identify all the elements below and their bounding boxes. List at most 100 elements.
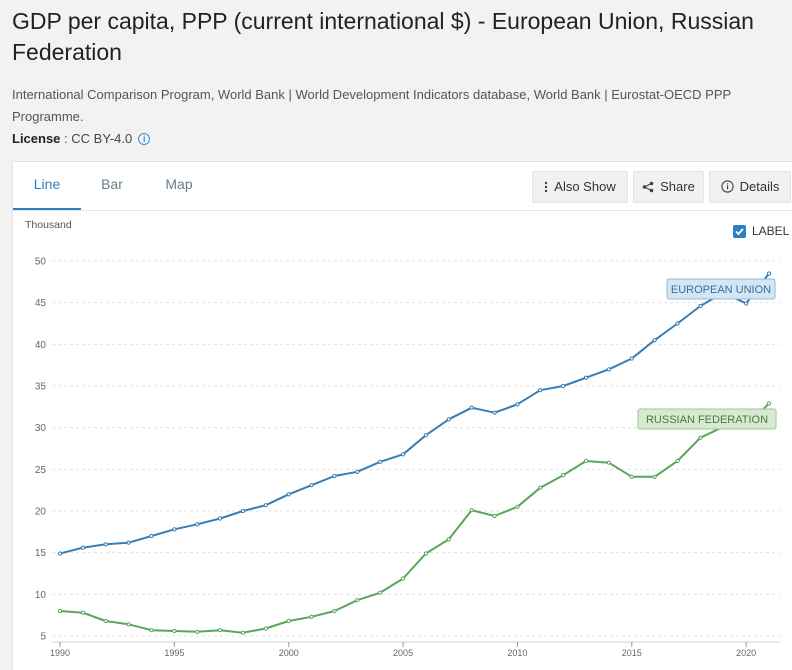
y-tick-label: 35 — [35, 382, 47, 393]
data-point[interactable] — [423, 433, 429, 438]
data-point[interactable] — [698, 435, 703, 440]
data-point[interactable] — [286, 618, 291, 624]
series-label-russian-federation: RUSSIAN FEDERATION — [646, 414, 768, 426]
data-point[interactable] — [217, 516, 223, 521]
data-point[interactable] — [378, 459, 383, 464]
series-line-russian-federation — [59, 402, 770, 634]
data-point[interactable] — [263, 626, 268, 631]
y-tick-label: 25 — [35, 465, 47, 476]
series-label-european-union-box — [666, 278, 776, 300]
license-info: License : CC BY-4.0 i — [12, 129, 151, 149]
x-tick-label: 2010 — [507, 648, 527, 658]
data-point[interactable] — [446, 537, 451, 542]
share-button[interactable]: Share — [633, 171, 704, 203]
data-point[interactable] — [446, 417, 451, 422]
share-label: Share — [660, 179, 695, 194]
data-point[interactable] — [561, 383, 566, 389]
data-point[interactable] — [355, 598, 360, 603]
data-point[interactable] — [103, 618, 108, 624]
y-tick-label: 40 — [35, 340, 47, 351]
y-tick-label: 20 — [35, 507, 47, 518]
data-point[interactable] — [332, 473, 337, 479]
data-point[interactable] — [286, 492, 291, 497]
data-point[interactable] — [126, 540, 131, 545]
data-point[interactable] — [652, 474, 657, 479]
data-point[interactable] — [378, 590, 383, 595]
data-point[interactable] — [172, 527, 177, 532]
data-point[interactable] — [172, 628, 177, 634]
details-button[interactable]: Details — [709, 171, 791, 203]
data-point[interactable] — [126, 622, 131, 627]
data-point[interactable] — [400, 452, 406, 457]
data-point[interactable] — [103, 542, 108, 547]
info-icon[interactable]: i — [138, 133, 151, 145]
y-tick-label: 30 — [35, 423, 47, 434]
data-point[interactable] — [149, 533, 154, 539]
y-tick-label: 50 — [35, 257, 47, 268]
chart-type-tabs: Line Bar Map Also Show Share Details — [13, 162, 792, 211]
data-point[interactable] — [57, 551, 63, 556]
data-point[interactable] — [629, 474, 634, 479]
label-toggle[interactable]: LABEL — [733, 224, 789, 238]
data-point[interactable] — [744, 301, 749, 306]
data-point[interactable] — [698, 303, 703, 309]
data-point[interactable] — [561, 473, 566, 478]
data-point[interactable] — [606, 367, 612, 372]
data-point[interactable] — [538, 388, 543, 393]
tab-map[interactable]: Map — [165, 176, 193, 192]
data-point[interactable] — [492, 410, 497, 415]
more-vertical-icon — [545, 181, 548, 193]
data-point[interactable] — [515, 402, 520, 407]
data-point[interactable] — [195, 629, 200, 634]
x-tick-label: 2000 — [279, 648, 299, 658]
series-line-european-union — [59, 272, 770, 555]
data-point[interactable] — [652, 338, 657, 343]
data-point[interactable] — [309, 483, 314, 488]
data-point[interactable] — [629, 356, 634, 361]
info-circle-icon — [720, 180, 734, 193]
series-label-russian-federation-box — [637, 408, 777, 430]
also-show-button[interactable]: Also Show — [532, 171, 628, 203]
also-show-label: Also Show — [554, 179, 616, 194]
data-point[interactable] — [332, 608, 337, 614]
data-point[interactable] — [57, 608, 63, 614]
tab-line[interactable]: Line — [13, 162, 81, 210]
details-label: Details — [739, 179, 780, 194]
data-point[interactable] — [263, 503, 268, 508]
data-point[interactable] — [538, 485, 543, 490]
data-point[interactable] — [583, 375, 589, 380]
data-point[interactable] — [240, 508, 246, 514]
page-title: GDP per capita, PPP (current internation… — [12, 8, 754, 65]
x-tick-label: 2005 — [393, 648, 413, 658]
data-point[interactable] — [583, 458, 589, 464]
label-checkbox[interactable] — [733, 224, 746, 238]
data-point[interactable] — [423, 551, 429, 556]
data-point[interactable] — [309, 614, 314, 619]
data-point[interactable] — [515, 504, 520, 509]
data-point[interactable] — [400, 576, 406, 581]
data-point[interactable] — [766, 401, 772, 406]
tab-bar[interactable]: Bar — [101, 176, 123, 192]
x-tick-label: 1990 — [50, 648, 70, 658]
license-label: License — [12, 131, 61, 146]
x-tick-label: 1995 — [164, 648, 184, 658]
data-point[interactable] — [355, 469, 360, 474]
data-point[interactable] — [195, 522, 200, 527]
data-point[interactable] — [80, 610, 85, 615]
data-point[interactable] — [492, 513, 497, 519]
data-point[interactable] — [80, 545, 85, 550]
data-point[interactable] — [240, 630, 246, 635]
data-point[interactable] — [149, 628, 154, 633]
data-point[interactable] — [469, 508, 474, 513]
data-point[interactable] — [217, 628, 223, 633]
data-point[interactable] — [606, 460, 612, 465]
data-point[interactable] — [675, 321, 680, 326]
data-point[interactable] — [469, 405, 474, 410]
label-toggle-text: LABEL — [752, 224, 790, 238]
data-point[interactable] — [675, 458, 680, 464]
data-point[interactable] — [766, 271, 772, 276]
y-tick-label: 10 — [35, 590, 47, 601]
share-icon — [642, 181, 654, 193]
series-label-european-union: EUROPEAN UNION — [671, 284, 771, 296]
